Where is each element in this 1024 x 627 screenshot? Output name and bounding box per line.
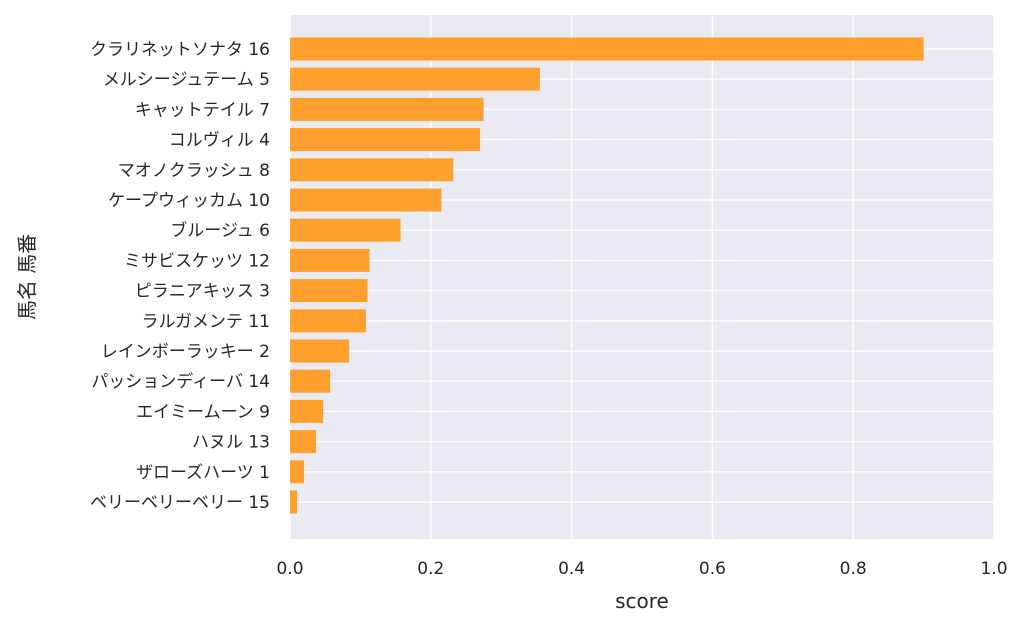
category-label: パッションディーバ 14 <box>91 371 270 392</box>
bar <box>290 309 367 333</box>
category-label: ケープウィッカム 10 <box>108 191 270 211</box>
bar <box>290 128 481 152</box>
x-tick-labels: 0.0 0.2 0.4 0.6 0.8 1.0 <box>276 559 1007 579</box>
category-label: コルヴィル 4 <box>169 131 270 151</box>
bar <box>290 188 442 212</box>
bar <box>290 218 401 242</box>
bar <box>290 369 331 393</box>
x-tick-label: 0.2 <box>417 559 444 579</box>
x-tick-label: 0.6 <box>699 559 726 579</box>
bar <box>290 248 370 272</box>
category-label: ラルガメンテ 11 <box>141 312 270 332</box>
x-axis-title: score <box>615 589 669 613</box>
bar <box>290 97 484 121</box>
category-label: クラリネットソナタ 16 <box>90 40 270 60</box>
x-tick-label: 0.4 <box>558 559 585 579</box>
category-label: メルシージュテーム 5 <box>103 70 270 90</box>
category-labels: クラリネットソナタ 16 メルシージュテーム 5 キャットテイル 7 コルヴィル 4 マ… <box>90 40 270 513</box>
x-tick-label: 1.0 <box>980 559 1007 579</box>
category-label: マオノクラッシュ 8 <box>118 161 270 181</box>
bar <box>290 67 540 91</box>
bar <box>290 279 368 303</box>
bar <box>290 430 317 454</box>
category-label: ミサビスケッツ 12 <box>124 251 270 271</box>
y-axis-title: 馬名 馬番 <box>15 234 39 320</box>
bar <box>290 158 454 182</box>
category-label: ザローズハーツ 1 <box>136 463 270 483</box>
bar <box>290 490 298 514</box>
category-label: レインボーラッキー 2 <box>101 342 270 362</box>
bars <box>290 37 924 514</box>
bar <box>290 399 324 423</box>
bar <box>290 460 305 484</box>
category-label: ベリーベリーベリー 15 <box>90 493 270 513</box>
x-tick-label: 0.8 <box>840 559 867 579</box>
category-label: ブルージュ 6 <box>170 220 270 241</box>
category-label: ハヌル 13 <box>192 433 270 453</box>
plot-background <box>290 15 994 539</box>
bar <box>290 37 924 61</box>
category-label: キャットテイル 7 <box>135 100 270 120</box>
bar <box>290 339 350 363</box>
category-label: ピラニアキッス 3 <box>135 282 270 302</box>
x-tick-label: 0.0 <box>276 559 303 579</box>
category-label: エイミームーン 9 <box>136 402 270 422</box>
